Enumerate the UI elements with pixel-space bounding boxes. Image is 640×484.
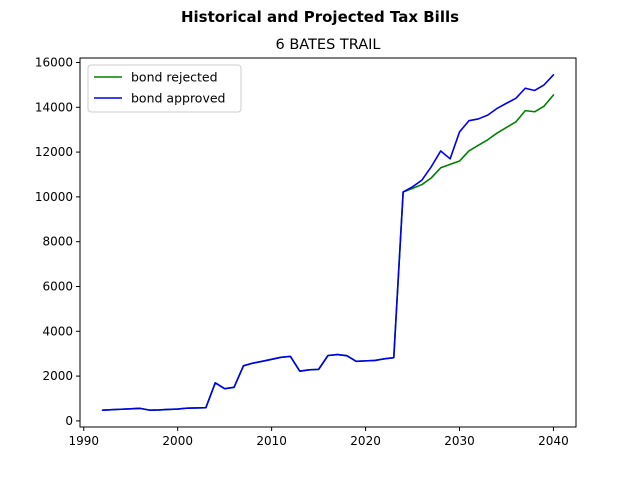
y-tick-label: 6000 — [42, 279, 73, 293]
x-tick-label: 1990 — [68, 434, 99, 448]
series-line-bond-approved — [101, 74, 555, 411]
legend-label: bond rejected — [131, 70, 218, 85]
x-tick-label: 2010 — [256, 434, 287, 448]
chart-suptitle: Historical and Projected Tax Bills — [181, 8, 459, 26]
axes-frame — [79, 57, 577, 428]
y-tick-label: 12000 — [35, 145, 73, 159]
y-tick-label: 8000 — [42, 235, 73, 249]
y-tick-label: 16000 — [35, 55, 73, 69]
y-tick-label: 14000 — [35, 100, 73, 114]
legend-box — [87, 64, 242, 113]
x-tick-label: 2000 — [162, 434, 193, 448]
x-tick-label: 2020 — [350, 434, 381, 448]
y-tick-label: 10000 — [35, 190, 73, 204]
y-tick-label: 4000 — [42, 324, 73, 338]
legend: bond rejected bond approved — [87, 64, 242, 113]
y-tick-label: 0 — [65, 414, 73, 428]
y-tick-label: 2000 — [42, 369, 73, 383]
x-tick-label: 2030 — [444, 434, 475, 448]
legend-label: bond approved — [131, 91, 225, 106]
axis-ticks: 1990 2000 2010 2020 2030 2040 0 2000 4000 6000 800… — [35, 55, 569, 448]
x-tick-label: 2040 — [538, 434, 569, 448]
chart-title: 6 BATES TRAIL — [275, 37, 380, 53]
series-lines — [101, 74, 555, 411]
